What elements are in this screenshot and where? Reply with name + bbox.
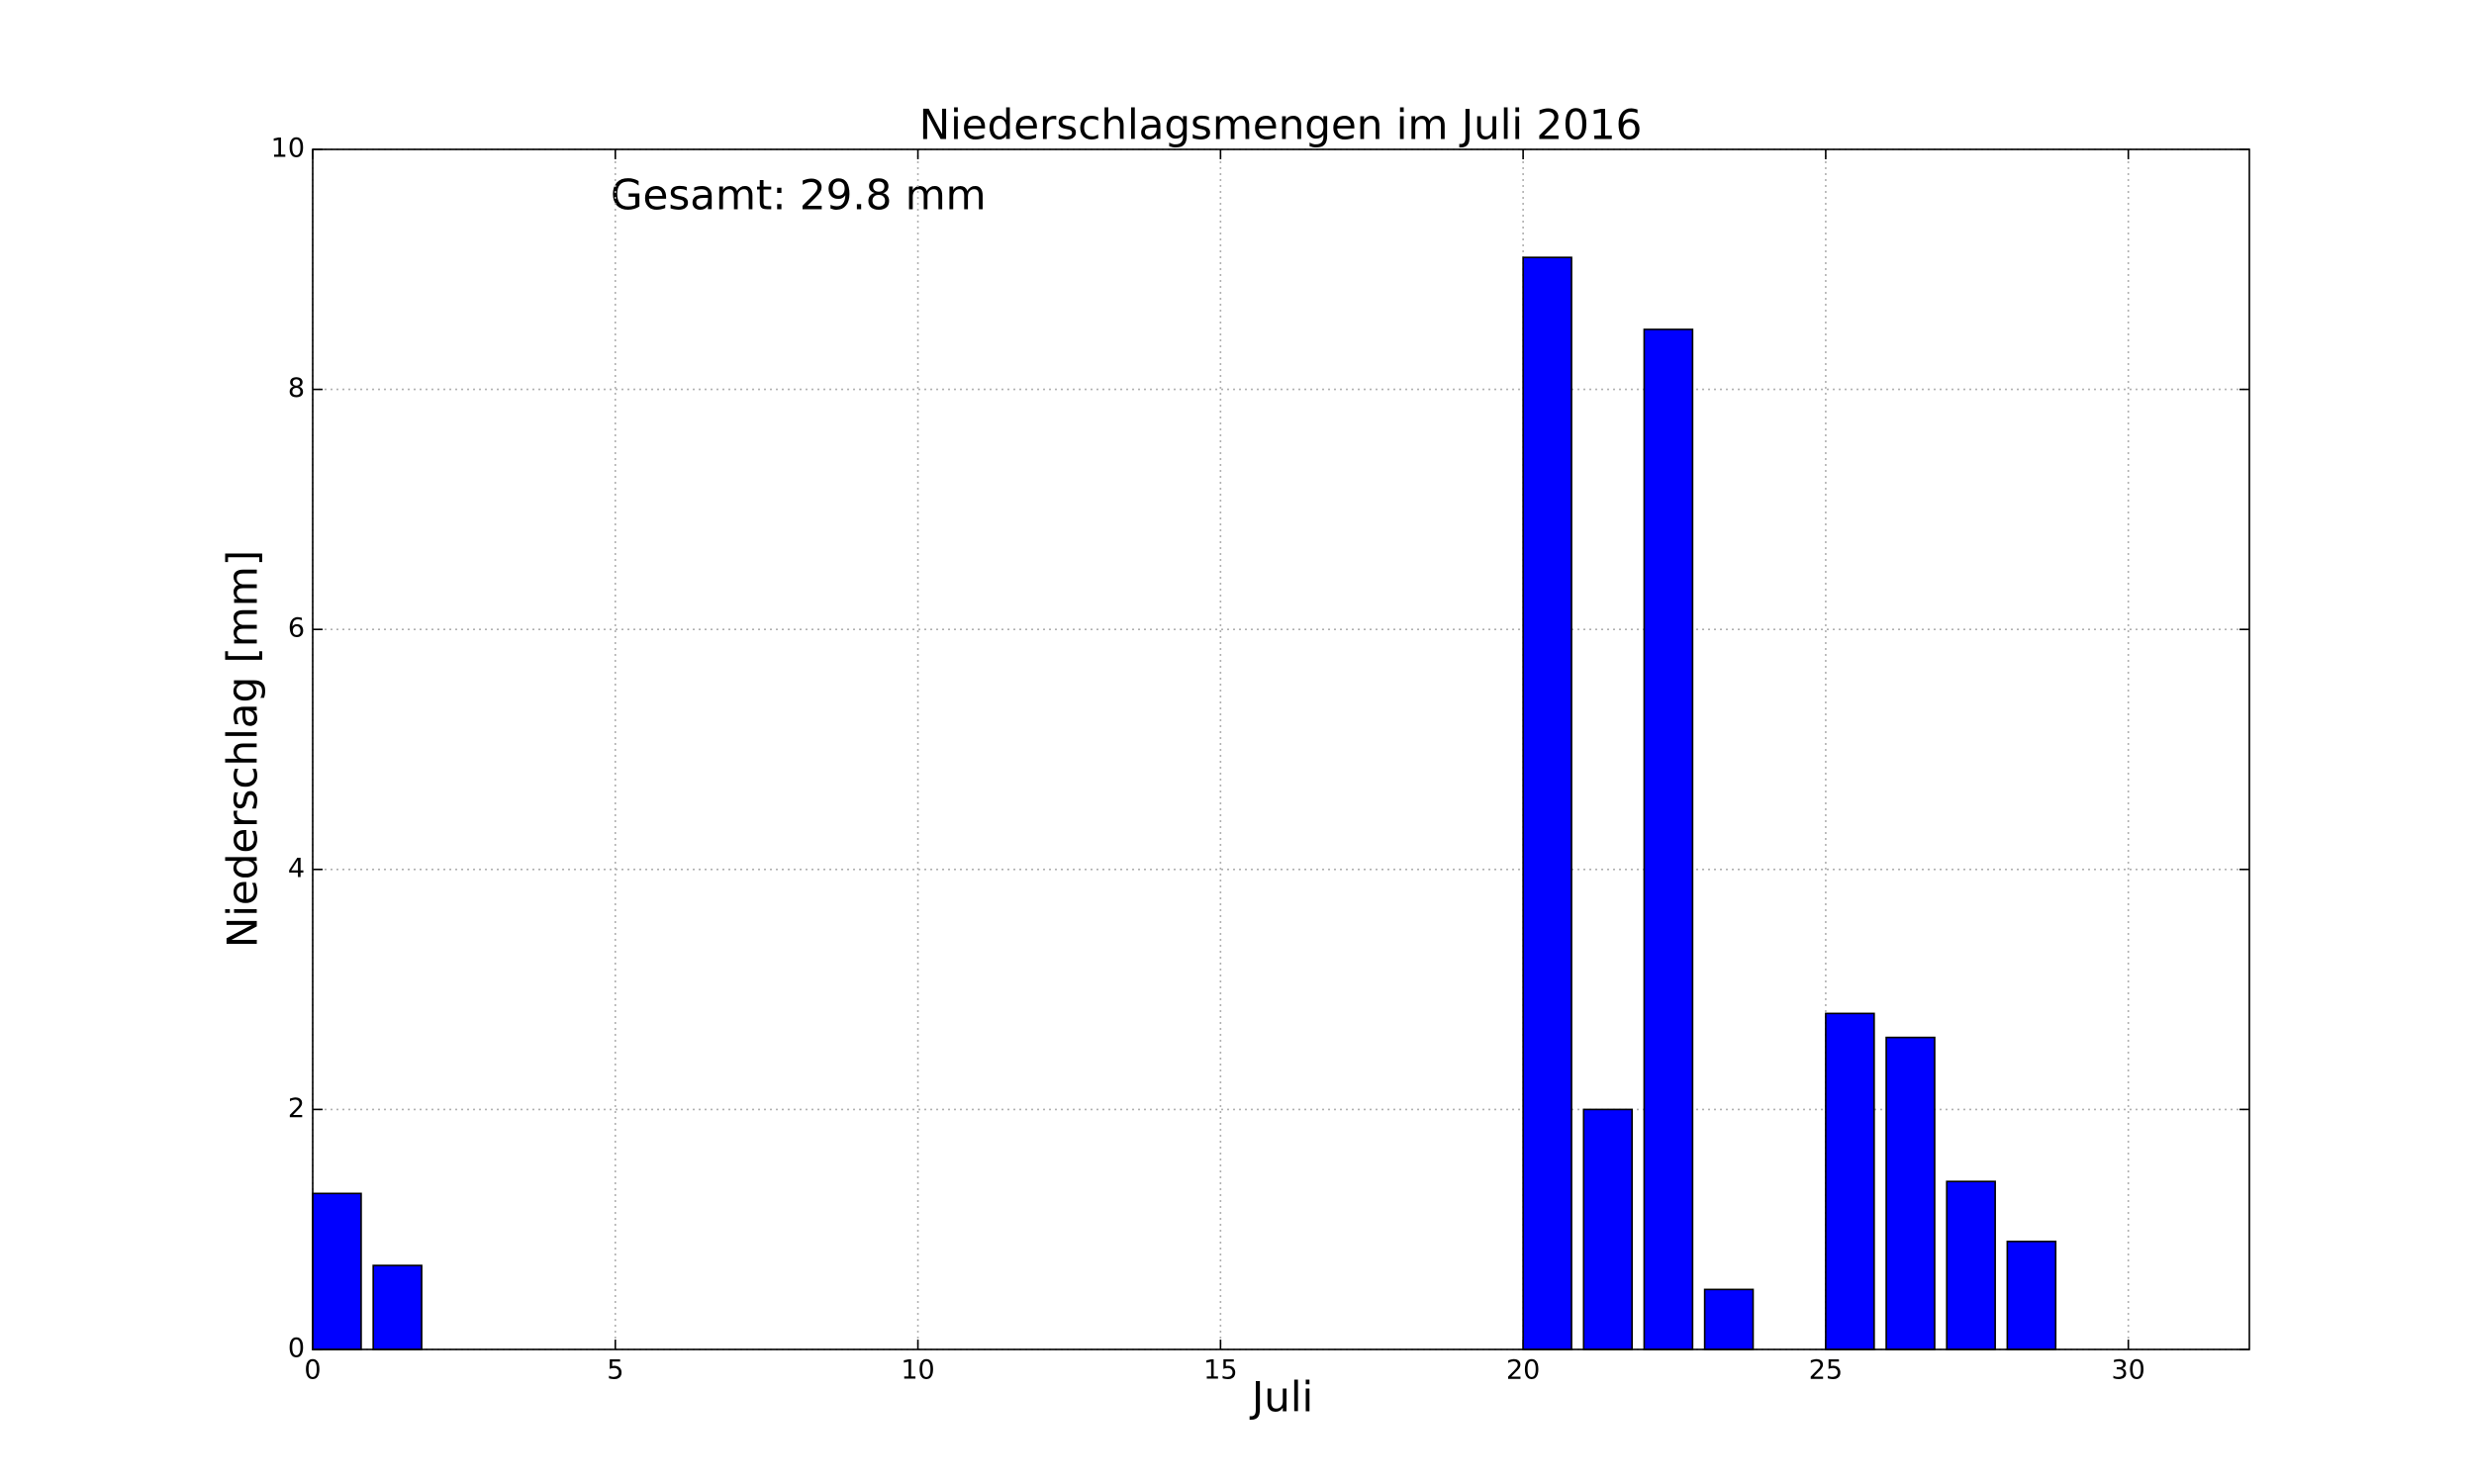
chart-title: Niederschlagsmengen im Juli 2016 [919, 101, 1643, 149]
bar [312, 1192, 362, 1350]
x-tick-label: 15 [1203, 1355, 1237, 1386]
bar [1582, 1108, 1634, 1350]
x-tick-label: 20 [1506, 1355, 1540, 1386]
y-tick-label: 0 [288, 1334, 305, 1364]
x-tick-label: 10 [901, 1355, 934, 1386]
x-tick-label: 5 [607, 1355, 623, 1386]
bar [1885, 1036, 1936, 1350]
x-axis-label: Juli [1249, 1373, 1313, 1422]
y-tick-label: 2 [288, 1093, 305, 1124]
bar [1946, 1180, 1996, 1350]
plot-frame [312, 148, 2250, 1350]
bar [1703, 1288, 1755, 1350]
x-tick-label: 30 [2112, 1355, 2145, 1386]
y-tick-label: 6 [288, 613, 305, 644]
x-tick-label: 25 [1809, 1355, 1843, 1386]
x-tick-label: 0 [304, 1355, 321, 1386]
bar [372, 1264, 423, 1350]
y-tick-label: 4 [288, 853, 305, 883]
y-axis-label: Niederschlag [mm] [219, 550, 267, 948]
annotation: Gesamt: 29.8 mm [611, 171, 987, 220]
bar [1522, 256, 1572, 1350]
bar [1825, 1012, 1875, 1350]
bar [2006, 1241, 2057, 1350]
y-tick-label: 10 [271, 134, 305, 164]
y-tick-label: 8 [288, 373, 305, 404]
bar [1643, 328, 1694, 1350]
